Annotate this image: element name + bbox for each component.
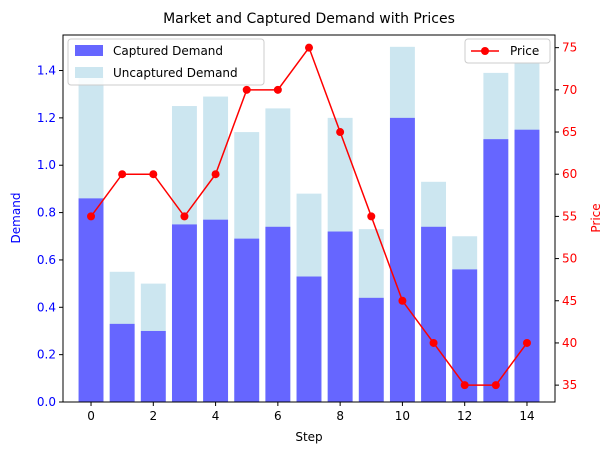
captured-bar-11	[421, 226, 447, 402]
y-left-tick-label-0: 0.0	[37, 395, 56, 409]
y-right-tick-label-60: 60	[562, 167, 577, 181]
price-point-14	[522, 338, 531, 347]
y-right-tick-label-75: 75	[562, 41, 577, 55]
captured-bar-4	[203, 219, 229, 402]
y-left-tick-label-0.2: 0.2	[37, 348, 56, 362]
price-point-1	[118, 170, 127, 179]
captured-bar-12	[452, 269, 478, 402]
price-point-7	[305, 43, 313, 52]
price-point-6	[273, 85, 282, 94]
y-left-tick-label-1.2: 1.2	[37, 111, 56, 125]
price-point-12	[460, 381, 469, 390]
captured-bar-5	[234, 238, 260, 402]
captured-bar-3	[171, 224, 197, 402]
captured-bar-14	[514, 129, 540, 403]
legend-left: Captured Demand Uncaptured Demand	[67, 38, 265, 86]
legend-marker-price	[481, 47, 489, 55]
captured-bar-9	[358, 297, 384, 402]
x-tick-label-6: 6	[274, 409, 282, 423]
y-right-tick-label-50: 50	[562, 252, 577, 266]
y-left-tick-label-1.4: 1.4	[37, 64, 56, 78]
x-axis-title: Step	[295, 430, 322, 444]
legend-label-captured: Captured Demand	[113, 44, 223, 58]
price-point-13	[491, 381, 500, 390]
y-left-tick-label-1: 1.0	[37, 158, 56, 172]
captured-bar-13	[483, 139, 509, 402]
price-point-10	[398, 296, 407, 305]
y-right-tick-label-70: 70	[562, 83, 577, 97]
x-tick-label-12: 12	[457, 409, 472, 423]
y-right-tick-label-55: 55	[562, 209, 577, 223]
plot-frame	[62, 34, 556, 403]
chart-title: Market and Captured Demand with Prices	[163, 11, 455, 27]
y-left-tick-label-0.4: 0.4	[37, 300, 56, 314]
x-tick-label-0: 0	[87, 409, 95, 423]
legend-right-box	[464, 38, 551, 64]
captured-bar-2	[140, 330, 166, 402]
captured-bar-6	[265, 226, 291, 402]
x-tick-label-4: 4	[212, 409, 220, 423]
price-point-9	[367, 212, 376, 221]
legend-left-box	[67, 38, 265, 86]
price-point-4	[211, 170, 220, 179]
x-axis: 0 2 4 6 8 10 12 14	[87, 402, 535, 423]
legend-label-uncaptured: Uncaptured Demand	[113, 66, 238, 80]
x-tick-label-2: 2	[149, 409, 157, 423]
x-tick-label-14: 14	[519, 409, 534, 423]
y-axis-left: 0.0 0.2 0.4 0.6 0.8 1.0 1.2 1.4	[37, 64, 63, 409]
y-right-tick-label-45: 45	[562, 294, 577, 308]
y-right-tick-label-65: 65	[562, 125, 577, 139]
legend-label-price: Price	[510, 44, 539, 58]
y-right-tick-label-35: 35	[562, 378, 577, 392]
y-axis-left-title: Demand	[9, 193, 23, 244]
y-axis-right: 35 40 45 50 55 60 65 70 75	[555, 41, 577, 392]
captured-bars	[78, 117, 540, 403]
captured-bar-7	[296, 276, 322, 402]
y-axis-right-title: Price	[589, 203, 603, 232]
price-line-group	[87, 43, 531, 390]
y-right-tick-label-40: 40	[562, 336, 577, 350]
captured-bar-10	[389, 117, 415, 402]
y-left-tick-label-0.6: 0.6	[37, 253, 56, 267]
price-point-11	[429, 338, 438, 347]
price-point-3	[180, 212, 189, 221]
price-point-2	[149, 170, 158, 179]
x-tick-label-8: 8	[336, 409, 344, 423]
price-point-8	[336, 128, 345, 137]
y-left-tick-label-0.8: 0.8	[37, 206, 56, 220]
captured-bar-8	[327, 231, 353, 402]
legend-swatch-uncaptured	[75, 67, 103, 78]
captured-bar-0	[78, 198, 104, 402]
captured-bar-1	[109, 323, 135, 402]
price-point-0	[87, 212, 96, 221]
legend-swatch-captured	[75, 45, 103, 56]
legend-right: Price	[464, 38, 551, 64]
x-tick-label-10: 10	[395, 409, 410, 423]
price-point-5	[242, 85, 251, 94]
